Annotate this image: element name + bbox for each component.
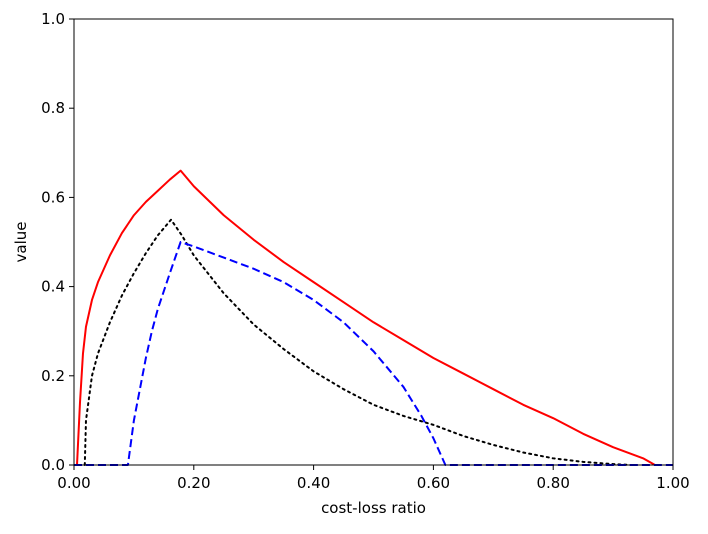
series-line-dashed [74, 241, 673, 466]
y-tick-label: 0.0 [41, 456, 65, 474]
y-tick-label: 0.8 [41, 99, 65, 117]
x-tick-label: 1.00 [656, 474, 689, 492]
y-tick-label: 0.6 [41, 188, 65, 206]
x-axis-label: cost-loss ratio [321, 499, 426, 517]
x-tick-label: 0.40 [297, 474, 330, 492]
plot-frame [73, 18, 674, 466]
y-tick-label: 0.4 [41, 278, 65, 296]
y-tick-label: 0.2 [41, 367, 65, 385]
x-tick-label: 0.20 [177, 474, 210, 492]
x-tick-label: 0.60 [417, 474, 450, 492]
series-line-dotted [83, 218, 633, 466]
y-axis: 0.0 0.2 0.4 0.6 0.8 1.0 [41, 10, 74, 474]
y-axis-label: value [12, 222, 30, 263]
x-tick-label: 0.00 [57, 474, 90, 492]
y-tick-label: 1.0 [41, 10, 65, 28]
x-tick-label: 0.80 [536, 474, 569, 492]
x-axis: 0.00 0.20 0.40 0.60 0.80 1.00 [57, 465, 690, 492]
series-line-solid [76, 169, 656, 466]
series-layer [74, 169, 673, 466]
